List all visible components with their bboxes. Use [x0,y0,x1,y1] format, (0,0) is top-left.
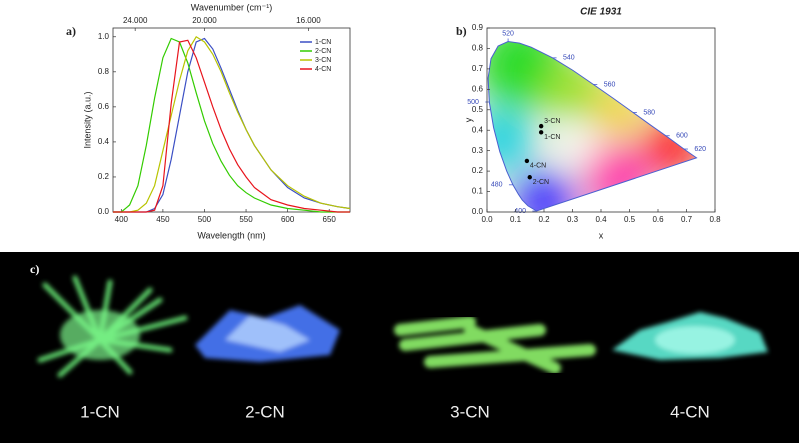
y-tick-label: 0.8 [98,67,110,76]
chart-title: CIE 1931 [580,7,622,18]
crystal-photo [394,316,596,374]
legend-label: 4-CN [315,66,331,73]
y-tick-label: 0.2 [472,166,484,175]
photo-label: 2-CN [245,402,285,421]
y-tick-label: 0.5 [472,105,484,114]
x-tick-label: 650 [323,215,337,224]
photo-label: 1-CN [80,402,120,421]
x-tick-label: 0.0 [481,215,493,224]
y-tick-label: 0.6 [472,84,484,93]
spectral-locus [487,40,698,212]
point-label: 3-CN [544,118,560,125]
point-label: 2-CN [533,179,549,186]
gamut-color [514,171,574,211]
x-tick-label: 0.2 [538,215,550,224]
x-tick-label: 450 [156,215,170,224]
y-axis-label: y [463,117,473,122]
y-tick-label: 0.0 [472,207,484,216]
panel-label: a) [66,24,76,38]
locus-label: 620 [694,146,706,153]
x2-tick-label: 16.000 [296,16,321,25]
y-tick-label: 0.4 [472,125,484,134]
locus-label: 500 [467,99,479,106]
cie-gamut [488,41,697,211]
spectrum-chart: 400 450 500 550 600 650 0.0 0.2 0.4 0.6 0.8 1.0 Wave… [82,2,351,240]
locus-label: 520 [502,31,514,38]
legend-label: 1-CN [315,39,331,46]
x-tick-label: 0.7 [681,215,693,224]
legend-label: 3-CN [315,57,331,64]
y-tick-label: 0.9 [472,23,484,32]
locus-label: 540 [563,55,575,62]
panel-label: c) [30,262,39,276]
y-tick-label: 1.0 [98,32,110,41]
spectrum-line [113,39,350,213]
gamut-color [563,126,600,163]
legend-label: 2-CN [315,48,331,55]
spectrum-line [113,37,351,213]
crystal-photo [195,305,340,362]
x-tick-label: 0.8 [709,215,721,224]
y-tick-label: 0.7 [472,64,484,73]
x-axis-label: x [599,230,604,240]
crystal-photo [612,312,768,360]
spectrum-line [113,37,350,213]
x-tick-label: 400 [115,215,129,224]
x-tick-label: 0.4 [595,215,607,224]
panel-label: b) [456,24,467,38]
x-tick-label: 0.6 [652,215,664,224]
locus-label: 580 [643,109,655,116]
x-tick-label: 550 [239,215,253,224]
gamut-color [488,110,532,171]
x-tick-label: 0.1 [510,215,522,224]
y-tick-label: 0.4 [98,137,110,146]
y-tick-label: 0.2 [98,172,110,181]
y-tick-label: 0.1 [472,187,484,196]
spectrum-line [113,35,351,213]
gamut-color [590,88,641,139]
point-label: 4-CN [530,163,546,170]
cie-point [538,123,544,129]
y-tick-label: 0.3 [472,146,484,155]
locus-label: 600 [676,133,688,140]
x2-axis-label: Wavenumber (cm⁻¹) [191,2,272,12]
crystal-photo [37,275,188,378]
x2-tick-label: 24.000 [123,16,148,25]
cie-chart: 400 480 500 520 540 560 580 600 620 0.0 0.1 0.2 0.3 0… [463,7,721,241]
plot-frame [112,27,351,213]
locus-label: 480 [491,182,503,189]
y-tick-label: 0.6 [98,102,110,111]
cie-point [538,130,544,135]
x-axis-label: Wavelength (nm) [197,230,265,240]
photo-label: 4-CN [670,402,710,421]
x-tick-label: 600 [281,215,295,224]
point-label: 1-CN [544,134,560,141]
x-tick-label: 0.5 [624,215,636,224]
y-tick-label: 0.0 [98,207,110,216]
x2-tick-label: 20.000 [192,16,217,25]
x-tick-label: 500 [198,215,212,224]
y-axis-label: Intensity (a.u.) [82,91,92,148]
cie-point [524,158,530,164]
cie-point [527,175,532,180]
photo-label: 3-CN [450,402,490,421]
locus-label: 400 [514,208,526,215]
locus-label: 560 [604,81,616,88]
y-tick-label: 0.8 [472,44,484,53]
x-tick-label: 0.3 [567,215,579,224]
